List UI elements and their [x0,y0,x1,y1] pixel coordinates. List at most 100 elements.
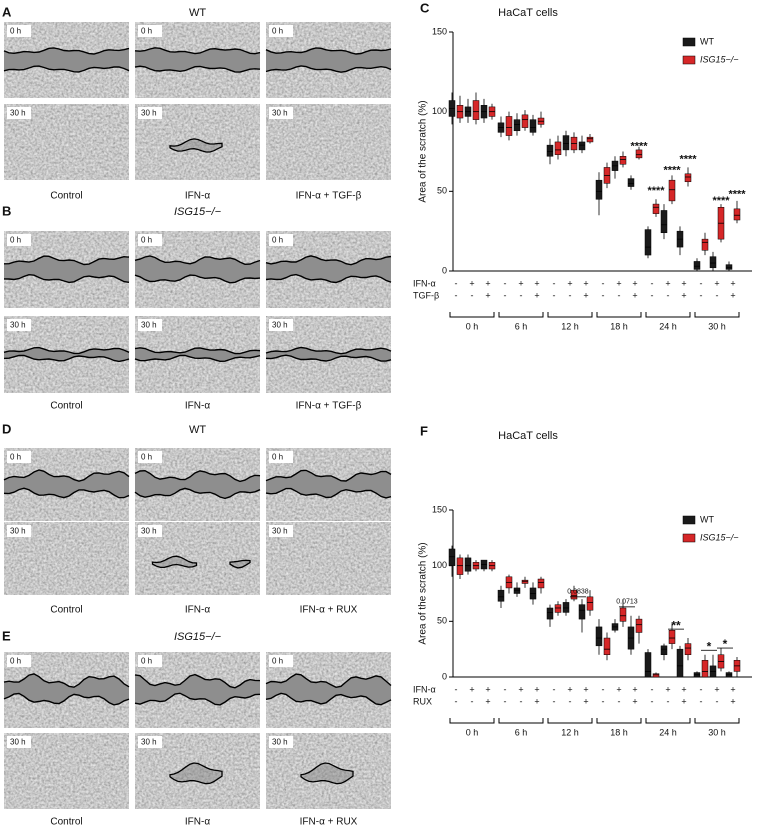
group-bracket [596,312,642,318]
box [513,587,521,594]
time-label: 30 h [141,109,157,118]
condition-sign: - [504,696,507,706]
condition-label: IFN-α + TGF-β [296,401,362,412]
wound-edge [265,273,392,284]
legend-swatch [682,533,696,543]
group-bracket [449,718,495,724]
time-label: 0 h [10,236,21,245]
box [562,602,570,613]
wound-edge [265,487,392,499]
time-label-box [138,25,162,37]
group-bracket [694,718,740,724]
wound-edge [134,47,261,55]
wound-area [135,47,260,73]
micrograph: 30 h [4,104,129,180]
time-label: 0 h [272,657,283,666]
significance-label: **** [712,195,730,207]
condition-label: IFN-α + RUX [300,605,358,616]
box [652,673,660,678]
group-label: 12 h [561,727,579,737]
condition-sign: - [700,278,703,288]
group-bracket [694,312,740,318]
micrograph: 30 h [135,733,260,809]
box [472,100,480,120]
micrograph: 0 h [134,448,261,521]
box [733,208,741,221]
wound-edge [265,692,392,706]
condition-sign: + [534,278,539,288]
condition-label: Control [50,401,82,412]
box [660,645,668,655]
box [709,256,717,269]
box [578,141,586,151]
box [693,261,701,270]
condition-sign: + [730,696,735,706]
time-label: 0 h [141,27,152,36]
micrograph: 30 h [266,733,391,809]
wound-edge [134,673,261,689]
condition-label: Control [50,605,82,616]
wound-edge [3,65,130,73]
condition-label: IFN-α [185,817,210,828]
significance-label: * [723,637,728,651]
condition-sign: - [455,696,458,706]
wound-edge [265,354,392,362]
wound-edge [3,673,130,688]
time-label: 0 h [10,453,21,462]
time-label: 30 h [272,109,288,118]
time-label: 30 h [272,527,288,536]
condition-sign: + [534,684,539,694]
condition-sign: - [618,290,621,300]
condition-sign: - [602,290,605,300]
time-label-box [269,319,293,331]
condition-label: IFN-α [185,401,210,412]
condition-sign: - [504,290,507,300]
condition-sign: - [667,290,670,300]
wound-edge [134,487,261,500]
group-label: 30 h [708,727,726,737]
wound-edge [265,469,392,482]
micrograph: 30 h [4,522,129,595]
group-label: 24 h [659,321,677,331]
panel-letter: D [2,421,11,436]
wound-outline [169,762,223,785]
condition-sign: - [700,696,703,706]
box [521,114,529,128]
micrograph: 30 h [4,733,129,809]
condition-sign: + [632,290,637,300]
wound-outline [169,138,223,153]
condition-sign: + [714,684,719,694]
legend-swatch [682,55,696,65]
wound-edge [134,347,261,355]
condition-sign: - [602,696,605,706]
condition-sign: - [553,290,556,300]
wound-edge [134,354,261,363]
box [619,607,627,622]
wound-edge [3,47,130,55]
time-label-box [138,451,162,463]
condition-sign: + [632,696,637,706]
time-label: 0 h [272,236,283,245]
time-label-box [138,525,162,537]
condition-sign: - [716,290,719,300]
significance-label: **** [647,185,665,197]
box [578,604,586,620]
micrograph: 0 h [3,231,130,308]
time-label-box [7,234,31,246]
condition-sign: - [471,696,474,706]
time-label: 0 h [10,27,21,36]
condition-sign: + [583,290,588,300]
chart-title: HaCaT cells [498,430,558,442]
legend-label: WT [700,514,714,524]
box [595,179,603,200]
y-tick-label: 0 [442,671,447,681]
condition-sign: + [681,278,686,288]
group-bracket [645,718,691,724]
box [521,579,529,584]
micrograph: 30 h [3,316,130,393]
box [513,119,521,132]
panel-letter: F [420,423,428,438]
condition-sign: + [681,696,686,706]
wound-area [266,674,391,705]
legend-label: ISG15−/− [700,54,739,64]
